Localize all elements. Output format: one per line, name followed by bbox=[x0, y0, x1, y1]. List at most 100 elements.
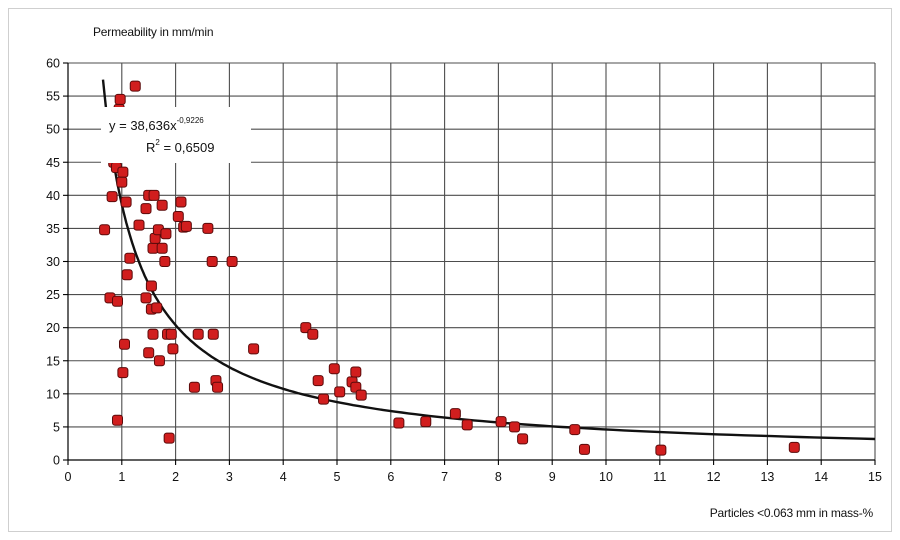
data-point bbox=[148, 189, 160, 201]
data-point bbox=[145, 280, 157, 292]
data-point bbox=[517, 433, 529, 445]
data-point bbox=[160, 228, 172, 240]
data-point bbox=[655, 444, 667, 456]
x-tick-label: 14 bbox=[814, 470, 828, 484]
data-point bbox=[420, 416, 432, 428]
y-tick-label: 20 bbox=[46, 321, 60, 335]
data-point bbox=[192, 328, 204, 340]
data-point bbox=[188, 381, 200, 393]
data-point bbox=[226, 256, 238, 267]
data-point bbox=[163, 432, 175, 444]
data-point bbox=[328, 363, 340, 375]
x-tick-label: 2 bbox=[172, 470, 179, 484]
data-point bbox=[120, 196, 132, 208]
y-tick-label: 15 bbox=[46, 354, 60, 368]
data-point bbox=[350, 366, 362, 378]
data-point bbox=[156, 242, 168, 254]
data-point bbox=[124, 252, 136, 264]
data-point bbox=[461, 419, 473, 431]
data-point bbox=[117, 166, 129, 178]
y-tick-label: 45 bbox=[46, 156, 60, 170]
data-point bbox=[118, 338, 130, 350]
y-tick-label: 55 bbox=[46, 90, 60, 104]
y-tick-label: 60 bbox=[46, 57, 60, 71]
data-point bbox=[111, 295, 123, 307]
x-tick-label: 7 bbox=[441, 470, 448, 484]
data-point bbox=[393, 417, 405, 429]
x-tick-label: 10 bbox=[599, 470, 613, 484]
data-point bbox=[449, 408, 461, 420]
y-tick-label: 5 bbox=[53, 420, 60, 434]
scatter-chart: 0 1 2 3 4 5 6 7 8 9 10 11 12 13 14 15051015202530354045… bbox=[46, 25, 882, 520]
data-point bbox=[106, 191, 118, 203]
data-point bbox=[165, 328, 177, 340]
data-point bbox=[116, 176, 128, 188]
x-axis-title: Particles <0.063 mm in mass-% bbox=[710, 506, 874, 520]
data-point bbox=[495, 416, 507, 428]
data-point bbox=[206, 256, 218, 267]
data-point bbox=[307, 328, 319, 340]
data-point bbox=[143, 347, 155, 359]
data-point bbox=[569, 424, 581, 436]
data-point bbox=[147, 242, 159, 254]
x-tick-label: 3 bbox=[226, 470, 233, 484]
x-tick-label: 4 bbox=[280, 470, 287, 484]
data-point bbox=[175, 196, 187, 208]
data-point bbox=[334, 386, 346, 398]
data-point bbox=[140, 292, 152, 304]
x-tick-label: 1 bbox=[118, 470, 125, 484]
y-axis-title: Permeability in mm/min bbox=[93, 25, 213, 39]
data-point bbox=[207, 328, 219, 340]
x-tick-label: 6 bbox=[387, 470, 394, 484]
data-point bbox=[153, 355, 165, 367]
data-point bbox=[133, 219, 145, 231]
x-tick-label: 9 bbox=[549, 470, 556, 484]
x-tick-label: 5 bbox=[334, 470, 341, 484]
trend-equation: y = 38,636x-0,9226 bbox=[109, 116, 204, 133]
y-tick-label: 10 bbox=[46, 387, 60, 401]
data-point bbox=[114, 93, 126, 105]
data-points bbox=[99, 80, 800, 456]
y-tick-label: 35 bbox=[46, 222, 60, 236]
data-point bbox=[202, 222, 214, 234]
data-point bbox=[355, 389, 367, 401]
x-tick-label: 12 bbox=[707, 470, 721, 484]
x-tick-label: 11 bbox=[653, 470, 666, 484]
data-point bbox=[159, 256, 171, 267]
x-tick-label: 0 bbox=[65, 470, 72, 484]
data-point bbox=[578, 443, 590, 455]
data-point bbox=[180, 220, 192, 232]
data-point bbox=[99, 224, 111, 236]
data-point bbox=[121, 269, 133, 281]
tick-labels: 0 1 2 3 4 5 6 7 8 9 10 11 12 13 14 15051015202530354045… bbox=[46, 57, 882, 485]
data-point bbox=[167, 343, 179, 355]
data-point bbox=[509, 421, 521, 433]
y-tick-label: 50 bbox=[46, 123, 60, 137]
chart-frame: 0 1 2 3 4 5 6 7 8 9 10 11 12 13 14 15 0 5 10 15 20 25 30 35 40 45… bbox=[8, 8, 892, 532]
data-point bbox=[156, 199, 168, 211]
y-tick-label: 0 bbox=[53, 454, 60, 468]
data-point bbox=[129, 80, 141, 92]
x-tick-label: 13 bbox=[760, 470, 774, 484]
y-tick-label: 30 bbox=[46, 255, 60, 269]
data-point bbox=[172, 211, 184, 223]
x-tick-label: 15 bbox=[868, 470, 882, 484]
data-point bbox=[117, 367, 129, 379]
data-point bbox=[151, 302, 163, 314]
data-point bbox=[248, 343, 260, 355]
data-point bbox=[212, 381, 224, 393]
data-point bbox=[318, 393, 330, 405]
data-point bbox=[140, 203, 152, 215]
data-point bbox=[312, 375, 324, 387]
x-tick-label: 8 bbox=[495, 470, 502, 484]
axes bbox=[63, 62, 876, 465]
equation-box bbox=[101, 107, 251, 163]
y-tick-label: 25 bbox=[46, 288, 60, 302]
trendline bbox=[101, 79, 876, 441]
data-point bbox=[147, 328, 159, 340]
data-point bbox=[788, 441, 800, 453]
trend-r-squared: R2 = 0,6509 bbox=[146, 138, 214, 155]
data-point bbox=[111, 414, 123, 426]
y-tick-label: 40 bbox=[46, 189, 60, 203]
grid bbox=[68, 62, 876, 460]
